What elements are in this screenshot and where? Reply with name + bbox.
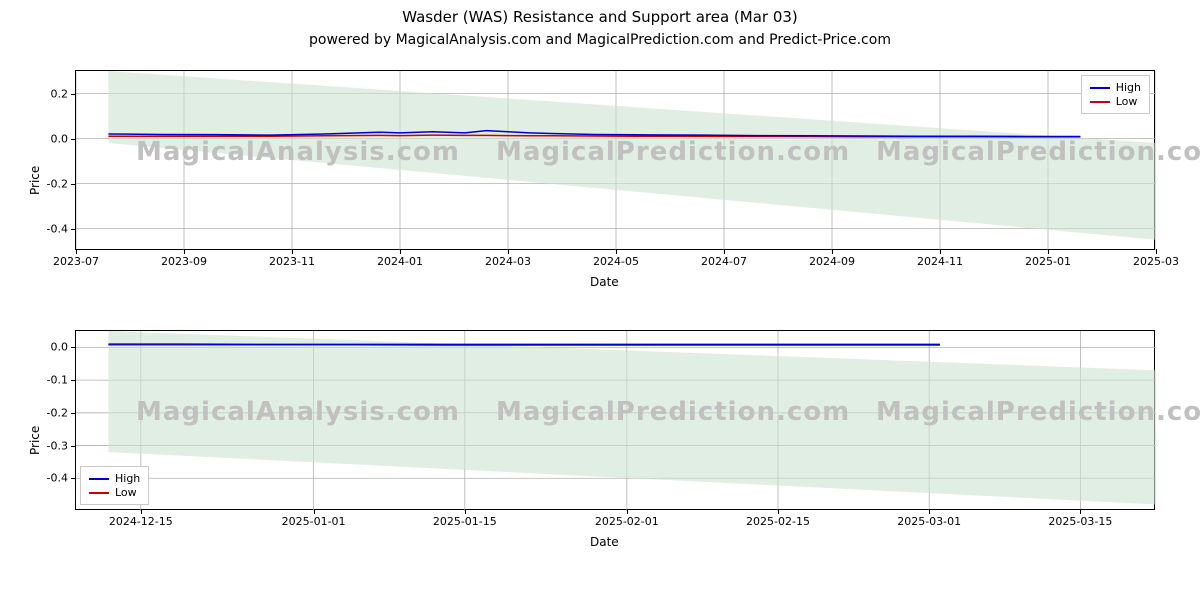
- y-tick: 0.0: [51, 341, 69, 354]
- x-tick: 2025-03: [1133, 255, 1179, 268]
- legend-low: Low: [1090, 95, 1141, 108]
- legend-swatch-low: [89, 492, 109, 494]
- x-tick: 2024-03: [485, 255, 531, 268]
- x-tick: 2025-01: [1025, 255, 1071, 268]
- y-tick: -0.3: [47, 439, 68, 452]
- legend-swatch-low: [1090, 101, 1110, 103]
- bottom-ylabel: Price: [28, 426, 42, 455]
- x-tick: 2025-02-01: [595, 515, 659, 528]
- x-tick: 2023-07: [53, 255, 99, 268]
- x-tick: 2023-11: [269, 255, 315, 268]
- legend-swatch-high: [89, 478, 109, 480]
- x-tick: 2024-01: [377, 255, 423, 268]
- legend-bottom: High Low: [80, 466, 149, 505]
- x-tick: 2024-12-15: [109, 515, 173, 528]
- x-tick: 2025-02-15: [746, 515, 810, 528]
- x-tick: 2024-09: [809, 255, 855, 268]
- y-tick: -0.4: [47, 222, 68, 235]
- x-tick: 2025-03-15: [1048, 515, 1112, 528]
- top-ylabel: Price: [28, 166, 42, 195]
- legend-high: High: [89, 472, 140, 485]
- x-tick: 2025-03-01: [897, 515, 961, 528]
- x-tick: 2024-05: [593, 255, 639, 268]
- chart-subtitle: powered by MagicalAnalysis.com and Magic…: [0, 32, 1200, 48]
- y-tick: -0.4: [47, 472, 68, 485]
- chart-title: Wasder (WAS) Resistance and Support area…: [0, 8, 1200, 26]
- y-tick: -0.2: [47, 177, 68, 190]
- bottom-chart-svg: [76, 331, 1156, 511]
- y-tick: 0.0: [51, 132, 69, 145]
- top-chart-svg: [76, 71, 1156, 251]
- legend-label-low: Low: [1116, 95, 1138, 108]
- y-tick: -0.2: [47, 406, 68, 419]
- y-tick: 0.2: [51, 87, 69, 100]
- x-tick: 2024-11: [917, 255, 963, 268]
- title-block: Wasder (WAS) Resistance and Support area…: [0, 0, 1200, 48]
- top-chart: High Low MagicalAnalysis.com MagicalPred…: [75, 70, 1155, 250]
- x-tick: 2024-07: [701, 255, 747, 268]
- legend-low: Low: [89, 486, 140, 499]
- legend-label-high: High: [115, 472, 140, 485]
- legend-label-low: Low: [115, 486, 137, 499]
- x-tick: 2025-01-15: [433, 515, 497, 528]
- legend-top: High Low: [1081, 75, 1150, 114]
- x-tick: 2023-09: [161, 255, 207, 268]
- top-xlabel: Date: [590, 275, 619, 289]
- bottom-chart: High Low MagicalAnalysis.com MagicalPred…: [75, 330, 1155, 510]
- x-tick: 2025-01-01: [282, 515, 346, 528]
- y-tick: -0.1: [47, 374, 68, 387]
- legend-label-high: High: [1116, 81, 1141, 94]
- legend-swatch-high: [1090, 87, 1110, 89]
- legend-high: High: [1090, 81, 1141, 94]
- bottom-xlabel: Date: [590, 535, 619, 549]
